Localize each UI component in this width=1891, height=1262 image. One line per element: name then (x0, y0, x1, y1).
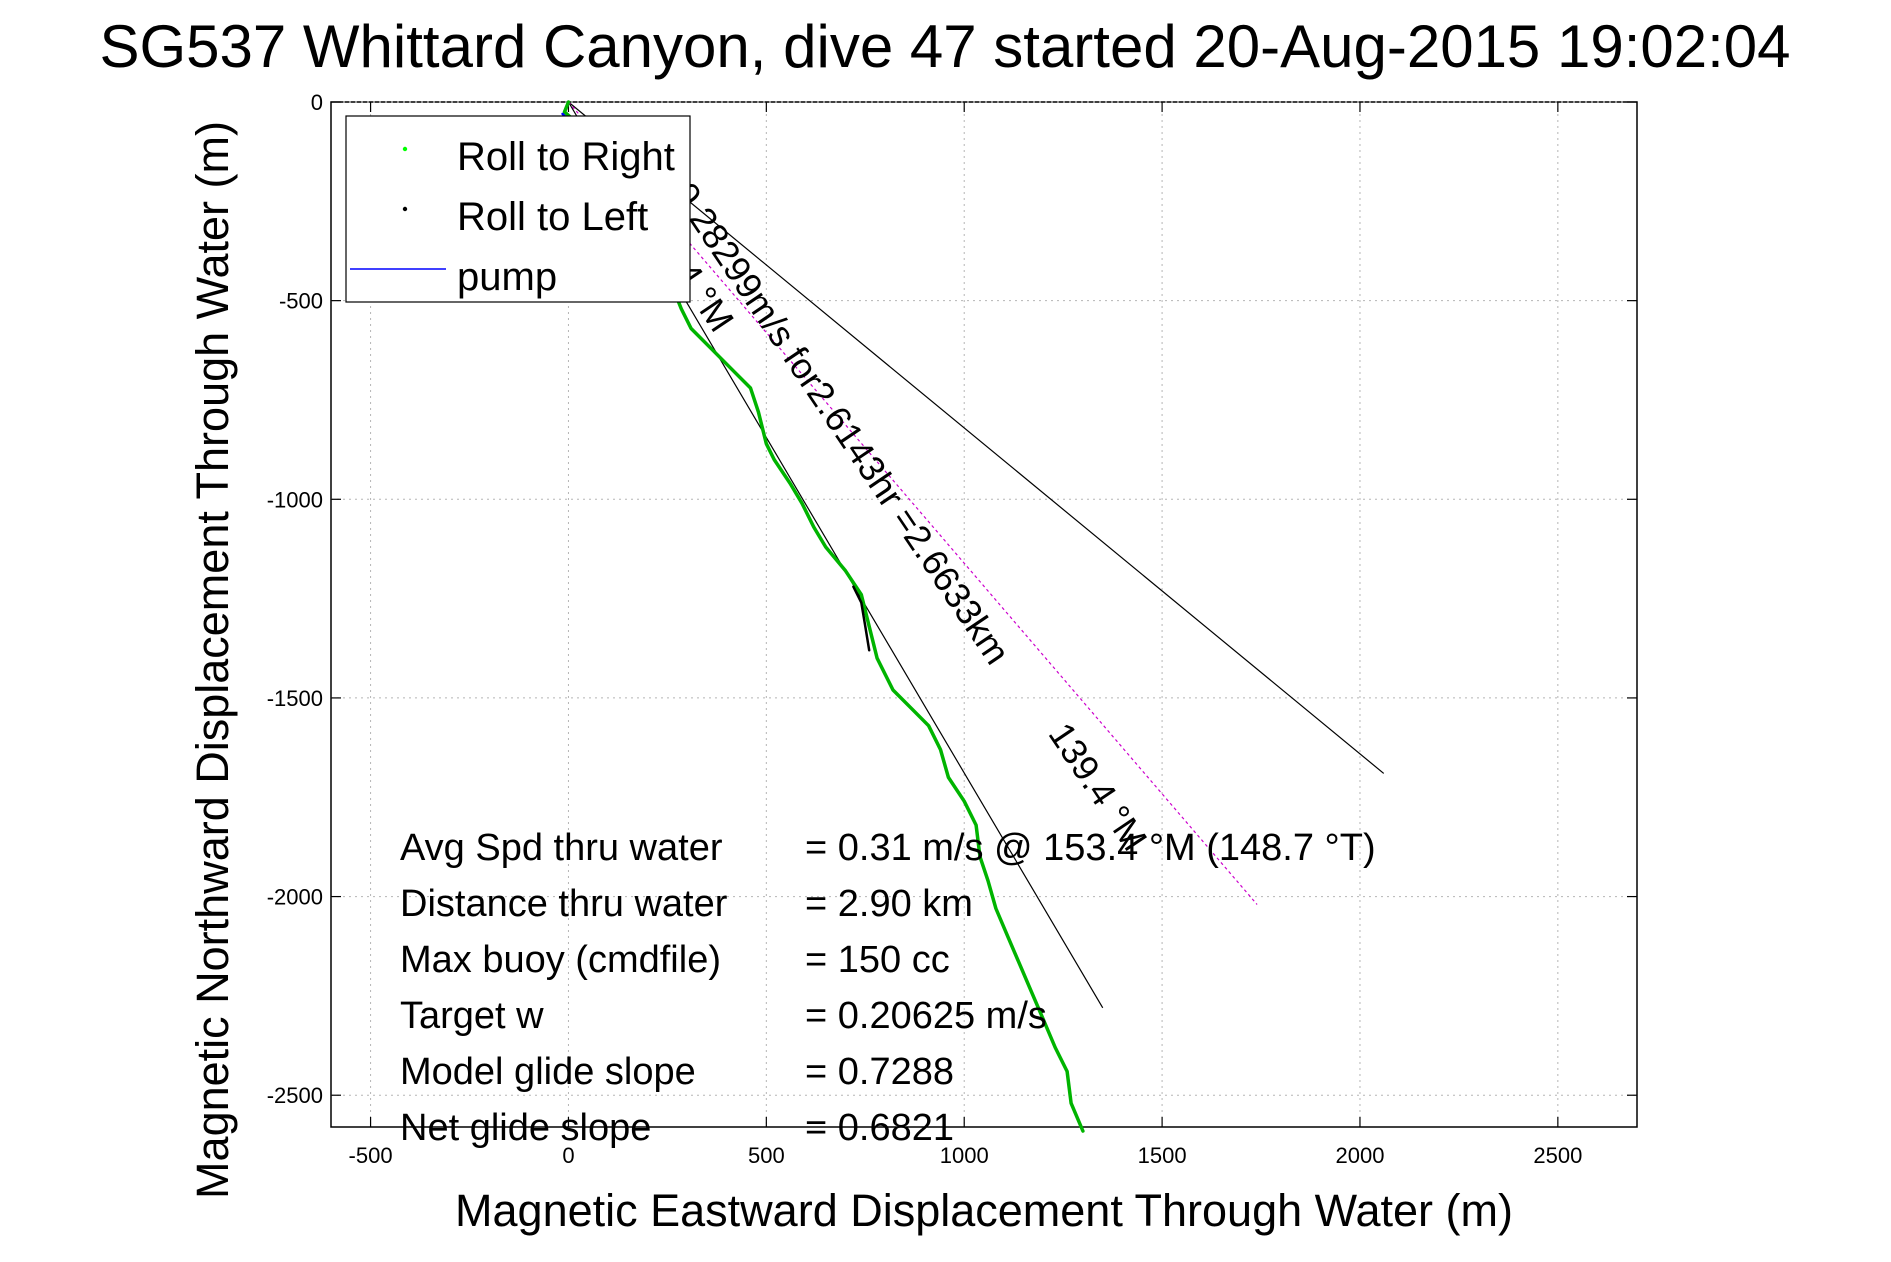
chart-title: SG537 Whittard Canyon, dive 47 started 2… (99, 13, 1790, 80)
stat-value: = 0.20625 m/s (805, 995, 1047, 1037)
x-tick-label: 1000 (940, 1143, 989, 1168)
stat-value: = 0.7288 (805, 1051, 954, 1093)
series-roll-to-left (852, 585, 871, 652)
stat-label: Net glide slope (400, 1107, 651, 1149)
x-tick-label: 2000 (1335, 1143, 1384, 1168)
reference-line (568, 101, 1385, 774)
stat-label: Max buoy (cmdfile) (400, 939, 721, 981)
x-axis-label: Magnetic Eastward Displacement Through W… (455, 1185, 1513, 1236)
y-tick-label: -2000 (267, 885, 323, 910)
stat-label: Model glide slope (400, 1051, 696, 1093)
x-tick-label: 1500 (1138, 1143, 1187, 1168)
stat-value: = 150 cc (805, 939, 950, 981)
stat-value: = 2.90 km (805, 883, 973, 925)
dive-statistics: Avg Spd thru water = 0.31 m/s @ 153.4 °M … (400, 827, 1376, 1149)
legend: Roll to Right Roll to Left pump (345, 115, 691, 303)
x-tick-label: 500 (748, 1143, 785, 1168)
legend-entry: Roll to Left (457, 195, 648, 239)
stat-label: Distance thru water (400, 883, 728, 925)
axis-ticks: -500 0 500 1000 1500 2000 2500 0 -500 -1000 -1500 -… (267, 90, 1637, 1168)
y-tick-label: -1500 (267, 686, 323, 711)
y-axis-label: Magnetic Northward Displacement Through … (187, 121, 238, 1199)
stat-label: Target w (400, 995, 544, 1037)
legend-swatch (402, 206, 408, 212)
y-tick-label: -1000 (267, 487, 323, 512)
x-tick-label: 2500 (1533, 1143, 1582, 1168)
stat-value: = 0.31 m/s @ 153.4 °M (148.7 °T) (805, 827, 1376, 869)
stat-value: = 0.6821 (805, 1107, 954, 1149)
x-tick-label: 0 (562, 1143, 574, 1168)
stat-label: Avg Spd thru water (400, 827, 723, 869)
x-tick-label: -500 (349, 1143, 393, 1168)
y-tick-label: -2500 (267, 1083, 323, 1108)
legend-entry: pump (457, 255, 557, 299)
y-tick-label: -500 (279, 289, 323, 314)
legend-entry: Roll to Right (457, 135, 675, 179)
y-tick-label: 0 (311, 90, 323, 115)
legend-swatch (402, 146, 408, 152)
